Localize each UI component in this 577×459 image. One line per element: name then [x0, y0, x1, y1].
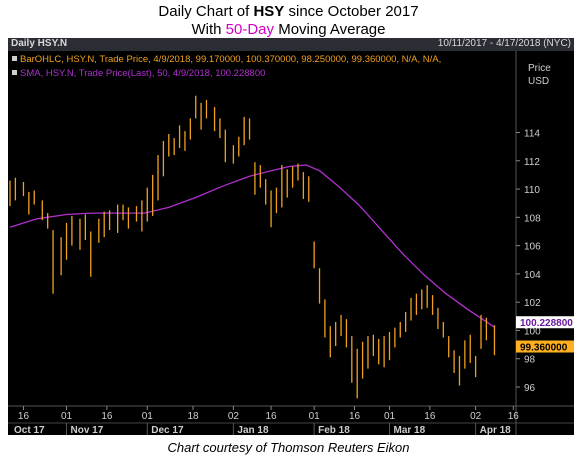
legend-ohlc-text: BarOHLC, HSY.N, Trade Price, 4/9/2018, 9…	[20, 54, 441, 65]
x-tick-label: 01	[142, 411, 154, 422]
subtitle-accent: 50-Day	[225, 21, 275, 38]
chart-panel: Daily HSY.N 10/11/2017 - 4/17/2018 (NYC)…	[8, 38, 574, 435]
chart-title-line-2: With 50-Day Moving Average	[0, 21, 577, 38]
y-tick-label: 112	[524, 157, 540, 168]
axis-title-currency: USD	[528, 76, 549, 87]
chart-title-line-1: Daily Chart of HSY since October 2017	[0, 3, 577, 20]
subtitle-text-suffix: Moving Average	[274, 21, 386, 38]
x-tick-label: 01	[309, 411, 321, 422]
x-tick-label: 02	[228, 411, 240, 422]
month-label: Dec 17	[151, 425, 184, 435]
chart-credit: Chart courtesy of Thomson Reuters Eikon	[167, 440, 410, 455]
legend-ohlc-toggle-icon[interactable]	[12, 56, 17, 61]
chart-symbol: Daily HSY.N	[11, 38, 68, 49]
y-tick-label: 102	[524, 298, 541, 309]
x-axis: 16 01 16 01 18 02 16 01 16 01 16 02 16 Oct 17 Nov 17 De…	[8, 405, 574, 435]
month-label: Apr 18	[480, 425, 512, 435]
x-tick-label: 16	[508, 411, 520, 422]
price-tags: 100.228800 99.360000	[516, 316, 574, 354]
chart-date-range: 10/11/2017 - 4/17/2018 (NYC)	[437, 38, 571, 49]
month-label: Mar 18	[394, 425, 426, 435]
chart-header: Daily HSY.N 10/11/2017 - 4/17/2018 (NYC)	[8, 38, 574, 51]
y-tick-label: 108	[524, 213, 541, 224]
close-last-value-tag: 99.360000	[520, 343, 568, 354]
x-tick-label: 16	[18, 411, 30, 422]
legend-sma-text: SMA, HSY.N, Trade Price(Last), 50, 4/9/2…	[20, 68, 265, 79]
title-text-suffix: since October 2017	[284, 3, 419, 20]
x-tick-label: 16	[101, 411, 113, 422]
month-label: Oct 17	[14, 425, 45, 435]
close-last-value-tag-bg	[516, 340, 574, 353]
y-tick-label: 104	[524, 270, 541, 281]
month-label: Feb 18	[318, 425, 350, 435]
y-tick-label: 110	[524, 185, 540, 196]
sma-last-value-tag: 100.228800	[520, 318, 573, 329]
ohlc-bars-layer	[9, 95, 496, 399]
subtitle-text: With	[191, 21, 226, 38]
y-axis: 96 98 100 102 104 106 108 110 112 114	[515, 51, 541, 435]
title-ticker: HSY	[253, 3, 285, 20]
y-tick-label: 96	[524, 383, 536, 394]
x-tick-label: 01	[61, 411, 73, 422]
x-tick-label: 02	[470, 411, 482, 422]
legend: BarOHLC, HSY.N, Trade Price, 4/9/2018, 9…	[12, 54, 441, 79]
x-tick-label: 16	[349, 411, 361, 422]
sma-last-value-tag-bg	[516, 316, 574, 329]
x-tick-label: 01	[384, 411, 396, 422]
month-label: Nov 17	[71, 425, 104, 435]
x-tick-label: 18	[187, 411, 199, 422]
title-text: Daily Chart of	[158, 3, 254, 20]
axis-title-price: Price	[528, 63, 551, 74]
ohlc-chart[interactable]: BarOHLC, HSY.N, Trade Price, 4/9/2018, 9…	[8, 51, 574, 435]
x-tick-label: 16	[424, 411, 436, 422]
x-tick-label: 16	[266, 411, 278, 422]
legend-sma-toggle-icon[interactable]	[12, 70, 17, 75]
y-tick-label: 114	[524, 128, 540, 139]
y-tick-label: 100	[524, 326, 541, 337]
month-label: Jan 18	[237, 425, 269, 435]
y-tick-label: 98	[524, 355, 536, 366]
y-tick-label: 106	[524, 242, 541, 253]
